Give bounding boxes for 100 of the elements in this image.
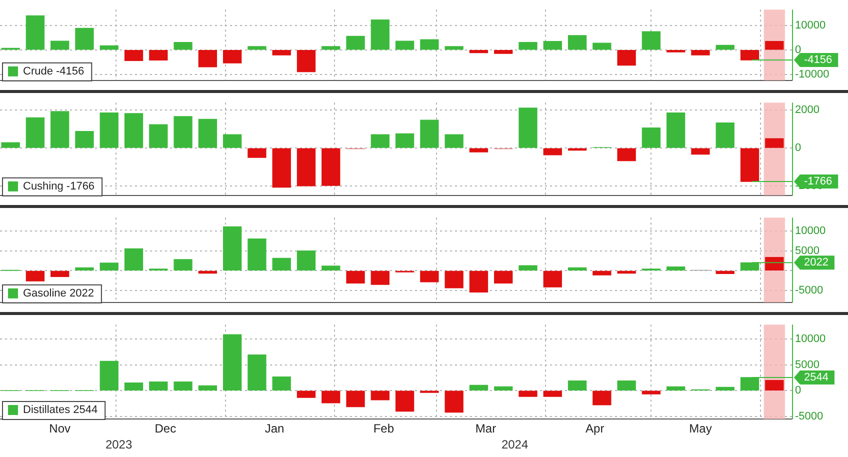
bar	[248, 354, 266, 390]
bar	[248, 148, 266, 158]
bar	[322, 148, 340, 186]
bar	[642, 31, 661, 50]
bar	[666, 112, 686, 148]
bar	[716, 270, 734, 274]
bar	[75, 267, 94, 271]
bar	[370, 270, 390, 285]
bar	[346, 390, 365, 408]
bar	[174, 381, 192, 390]
x-tick-label: Feb	[373, 422, 394, 436]
bar	[124, 382, 144, 390]
bar	[420, 270, 439, 282]
bar	[370, 134, 390, 148]
bar	[296, 390, 316, 398]
bar	[296, 50, 316, 72]
bar	[296, 250, 316, 271]
bar	[1, 142, 20, 148]
bar	[617, 50, 636, 66]
bar	[543, 390, 562, 397]
bar	[149, 124, 168, 148]
bar	[469, 384, 488, 390]
bar	[543, 41, 562, 50]
bar	[691, 148, 710, 155]
bar	[75, 28, 94, 50]
bar	[444, 46, 464, 50]
y-tick-label: -5000	[795, 410, 824, 422]
bar	[469, 148, 488, 152]
bar	[50, 40, 70, 50]
bar	[494, 270, 513, 284]
y-tick-label: 0	[795, 44, 802, 56]
bar	[444, 134, 464, 148]
bar	[469, 50, 488, 54]
bar	[420, 39, 439, 50]
bar	[272, 50, 291, 56]
bar	[642, 390, 661, 394]
bar	[740, 50, 760, 60]
bar	[174, 116, 192, 148]
ref-line-label: -4156	[804, 54, 832, 66]
bar	[765, 41, 784, 50]
bar	[124, 248, 144, 271]
legend-label: Distillates 2544	[23, 404, 98, 416]
bar	[568, 267, 587, 271]
bar	[248, 46, 266, 50]
bar	[198, 270, 218, 274]
y-tick-label: 10000	[795, 20, 826, 32]
x-tick-label: Dec	[154, 422, 176, 436]
bar	[75, 131, 94, 148]
bar	[617, 380, 636, 390]
bar	[26, 117, 45, 148]
bar	[198, 385, 218, 390]
bar	[198, 50, 218, 68]
bar	[469, 270, 488, 293]
bar	[100, 262, 118, 271]
bar	[50, 270, 70, 277]
y-tick-label: -10000	[795, 68, 830, 80]
x-tick-label: Nov	[49, 422, 71, 436]
y-tick-label: 10000	[795, 225, 826, 238]
bar	[568, 148, 587, 151]
bar	[174, 42, 192, 50]
bar	[296, 148, 316, 186]
bar	[617, 270, 636, 274]
bar	[444, 390, 464, 413]
x-tick-label: Jan	[264, 422, 284, 436]
bar	[322, 390, 340, 404]
y-tick-label: 5000	[795, 358, 820, 371]
bar	[543, 270, 562, 288]
bar	[149, 50, 168, 60]
y-tick-label: 0	[795, 142, 802, 154]
bar	[222, 50, 242, 64]
bar	[50, 111, 70, 148]
bar	[666, 266, 686, 271]
bar	[370, 20, 390, 50]
y-tick-label: 10000	[795, 333, 826, 346]
bar	[642, 127, 661, 148]
legend-label: Cushing -1766	[23, 180, 95, 192]
bar	[518, 265, 538, 271]
bar	[716, 44, 734, 50]
bar	[26, 270, 45, 282]
ref-line-label: 2022	[804, 256, 828, 269]
bar	[666, 386, 686, 390]
bar	[149, 381, 168, 390]
bar	[568, 35, 587, 50]
bar	[494, 386, 513, 390]
bar	[272, 376, 291, 390]
bar	[174, 259, 192, 271]
bar	[765, 138, 784, 148]
bar	[592, 390, 612, 406]
bar	[592, 42, 612, 50]
bar	[518, 108, 538, 148]
bar	[124, 50, 144, 61]
ref-line-label: -1766	[804, 176, 832, 188]
bar	[395, 390, 414, 412]
bar	[395, 40, 414, 50]
bar	[765, 380, 784, 390]
y-tick-label: 0	[795, 384, 802, 397]
bar	[568, 380, 587, 390]
y-tick-label: 5000	[795, 244, 820, 257]
bar	[691, 50, 710, 56]
bar	[716, 122, 734, 148]
